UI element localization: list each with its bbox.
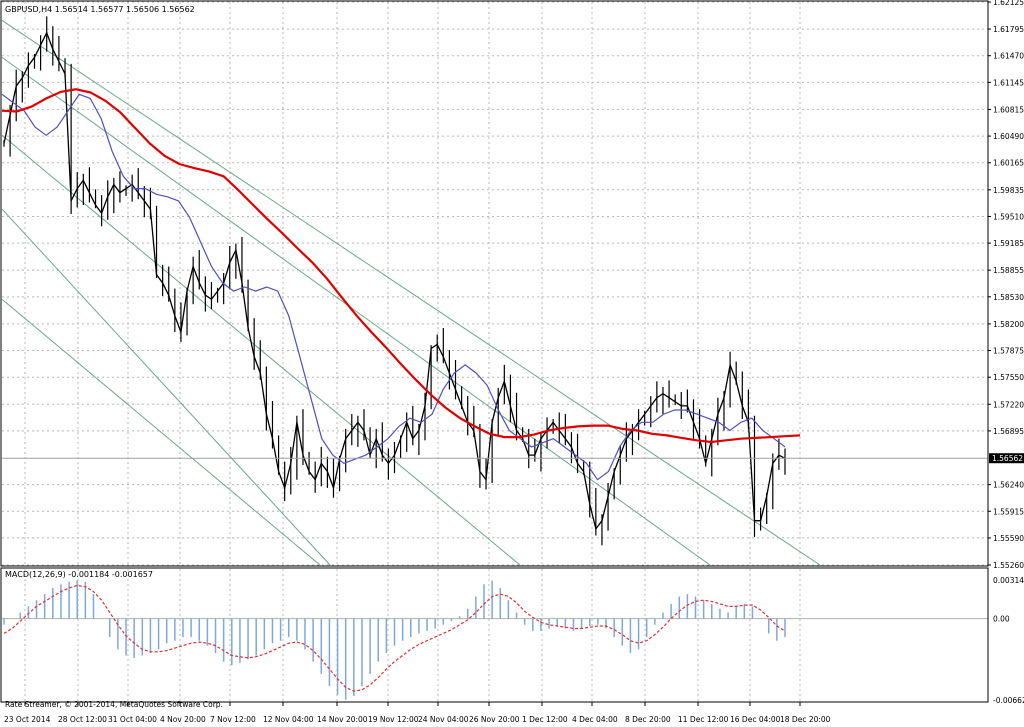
- x-tick-label: 1 Dec 12:00: [522, 715, 568, 724]
- price-pane-frame: [0, 0, 989, 567]
- y-tick-label: 1.56895: [993, 427, 1024, 436]
- current-price-marker: 1.56562: [989, 453, 1024, 464]
- x-tick-label: 24 Nov 04:00: [418, 715, 469, 724]
- y-tick-label: 1.62125: [993, 0, 1024, 7]
- x-tick-label: 16 Dec 04:00: [730, 715, 781, 724]
- y-tick-label: 1.57550: [993, 373, 1024, 382]
- price-axis: 1.62125 1.61795 1.61470 1.61145 1.60815 1.604…: [988, 0, 1024, 570]
- copyright-text: Rate Streamer, © 2001-2014, MetaQuotes S…: [5, 700, 223, 709]
- y-tick-label: 1.61145: [993, 78, 1024, 87]
- y-tick-label: 1.58530: [993, 293, 1024, 302]
- svg-text:1.56562: 1.56562: [992, 454, 1023, 463]
- x-tick-label: 23 Oct 2014: [4, 715, 51, 724]
- x-tick-label: 18 Dec 20:00: [780, 715, 831, 724]
- y-tick-label: 1.60165: [993, 159, 1024, 168]
- y-tick-label: 1.55260: [993, 561, 1024, 570]
- price-grid: [2, 1, 988, 566]
- y-tick-label: 1.56240: [993, 481, 1024, 490]
- macd-tick-label: 0.00: [993, 615, 1010, 624]
- channel-line-2: [1, 56, 711, 566]
- fast-ma-line: [1, 93, 786, 481]
- y-tick-label: 1.61795: [993, 25, 1024, 34]
- y-tick-label: 1.55915: [993, 507, 1024, 516]
- y-tick-label: 1.60815: [993, 105, 1024, 114]
- time-axis: 23 Oct 2014 28 Oct 12:00 31 Oct 04:00 4 Nov…: [4, 702, 831, 724]
- y-tick-label: 1.60490: [993, 132, 1024, 141]
- x-tick-label: 7 Nov 12:00: [210, 715, 256, 724]
- x-tick-label: 8 Dec 20:00: [625, 715, 671, 724]
- y-tick-label: 1.58855: [993, 266, 1024, 275]
- x-tick-label: 4 Nov 20:00: [160, 715, 206, 724]
- channel-line-3: [1, 134, 521, 566]
- macd-signal-line: [3, 584, 786, 692]
- y-tick-label: 1.58200: [993, 320, 1024, 329]
- channel-line-5: [1, 298, 321, 566]
- x-tick-label: 26 Nov 20:00: [469, 715, 520, 724]
- macd-title: MACD(12,26,9) -0.001184 -0.001657: [5, 570, 153, 579]
- x-tick-label: 12 Nov 04:00: [263, 715, 314, 724]
- macd-tick-label: -0.006627: [993, 696, 1024, 705]
- x-tick-label: 31 Oct 04:00: [108, 715, 157, 724]
- y-tick-label: 1.59185: [993, 239, 1024, 248]
- price-close-line: [3, 31, 786, 531]
- macd-histogram: [3, 580, 786, 700]
- x-tick-label: 19 Nov 12:00: [368, 715, 419, 724]
- signal-line: [3, 584, 786, 692]
- x-tick-label: 28 Oct 12:00: [58, 715, 107, 724]
- chart-title: GBPUSD,H4 1.56514 1.56577 1.56506 1.5656…: [5, 5, 195, 14]
- macd-tick-label: 0.003147: [993, 576, 1024, 585]
- macd-axis: 0.003147 0.00 -0.006627: [993, 576, 1024, 705]
- regression-channel: [1, 20, 821, 566]
- y-tick-label: 1.57220: [993, 400, 1024, 409]
- y-tick-label: 1.59835: [993, 186, 1024, 195]
- y-tick-label: 1.57875: [993, 347, 1024, 356]
- y-tick-label: 1.59510: [993, 212, 1024, 221]
- moving-averages: [1, 88, 801, 481]
- x-tick-label: 11 Dec 12:00: [678, 715, 729, 724]
- y-tick-label: 1.55590: [993, 534, 1024, 543]
- x-tick-label: 14 Nov 20:00: [317, 715, 368, 724]
- slow-ma-line: [1, 88, 801, 444]
- x-tick-label: 4 Dec 04:00: [572, 715, 618, 724]
- y-tick-label: 1.61470: [993, 52, 1024, 61]
- channel-line-4: [1, 208, 331, 566]
- channel-line-1: [1, 20, 821, 566]
- macd-pane-frame: [0, 567, 989, 703]
